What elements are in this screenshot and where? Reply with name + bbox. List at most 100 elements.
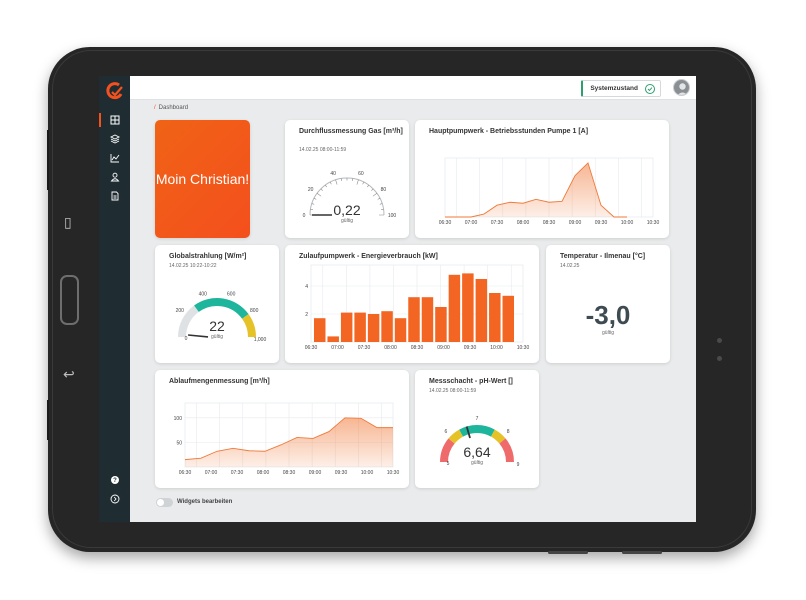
tablet-bottom-button [622,551,662,554]
nav-item-expand[interactable] [99,490,130,508]
global-radiation-card[interactable]: Globalstrahlung [W/m²] 14.02.25 10:22-10… [155,245,279,363]
gauge-tick-label: 8 [507,429,510,435]
energy-card[interactable]: Zulaufpumpwerk - Energieverbrauch [kW] 0… [285,245,539,363]
chart-y-tick-label: 2 [305,312,308,318]
screen: ? Systemzustand / Dashboard Moin Christia… [99,76,696,522]
ph-title: Messschacht - pH-Wert [] [429,378,513,385]
chart-x-tick-label: 08:00 [517,220,530,226]
energy-bar [367,314,380,342]
gauge-tick-label: 1,000 [254,337,267,343]
gauge-tick [372,193,378,197]
gauge-band [490,429,506,444]
tablet-side-button [47,400,49,440]
gauge-tick [316,193,322,197]
chart-area [445,162,627,217]
system-status-button[interactable]: Systemzustand [581,80,661,97]
global-radiation-title: Globalstrahlung [W/m²] [169,253,247,260]
nav-item-dashboard[interactable] [99,111,130,129]
gas-flow-card[interactable]: Durchflussmessung Gas [m³/h] 14.02.25 08… [285,120,409,238]
gauge-tick-label: 100 [388,213,397,219]
gauge-tick-label: 0 [185,336,188,342]
breadcrumb-dashboard[interactable]: Dashboard [158,105,189,111]
chart-x-tick-label: 07:00 [331,345,344,351]
recent-apps-icon[interactable]: ▯ [64,214,72,230]
energy-bar [462,273,474,342]
home-button[interactable] [60,275,79,325]
energy-bar [408,297,420,342]
chart-x-tick-label: 08:00 [257,470,270,476]
system-status-label: Systemzustand [590,85,638,92]
temperature-title: Temperatur - Ilmenau [°C] [560,253,646,260]
top-bar: Systemzustand [130,76,696,100]
edit-widgets-toggle[interactable] [156,498,173,507]
gas-flow-title: Durchflussmessung Gas [m³/h] [299,128,403,135]
global-radiation-time: 14.02.25 10:22-10:22 [169,263,217,269]
gauge-tick-label: 800 [250,308,259,314]
chart-x-tick-label: 10:30 [647,220,660,226]
pump-hours-chart: 06:30 07:00 07:30 08:00 08:30 09:00 09:30 10:00… [439,157,660,226]
gas-flow-gauge: 0 20 40 60 80 100 [303,171,397,219]
gauge-tick [311,203,315,205]
temperature-card[interactable]: Temperatur - Ilmenau [°C] 14.02.25 -3,0 … [546,245,670,363]
outflow-chart: 06:30 07:00 07:30 08:00 08:30 09:00 09:30 10:00… [174,402,399,476]
sidebar: ? [99,76,130,522]
energy-bar [502,295,514,342]
nav-item-layers[interactable] [99,130,130,148]
nav-item-help[interactable]: ? [99,471,130,489]
gauge-tick [371,188,374,191]
line-chart-icon [110,154,119,163]
nav-item-users[interactable] [99,168,130,186]
light-sensor [717,356,722,361]
energy-title: Zulaufpumpwerk - Energieverbrauch [kW] [299,253,438,260]
outflow-title: Ablaufmengenmessung [m³/h] [169,378,270,385]
chart-x-tick-label: 07:30 [358,345,371,351]
energy-bar [421,297,434,342]
gauge-tick-label: 7 [476,416,479,422]
pump-hours-card[interactable]: Hauptpumpwerk - Betriebsstunden Pumpe 1 … [415,120,669,238]
chart-series-line [184,417,393,461]
energy-bar [489,293,501,342]
svg-text:?: ? [113,478,117,484]
nav-item-documents[interactable] [99,187,130,205]
gauge-tick-label: 400 [199,291,208,297]
nav-item-charts[interactable] [99,149,130,167]
gauge-tick [362,181,365,185]
back-icon[interactable]: ↩ [63,366,75,382]
gauge-tick-label: 6 [444,429,447,435]
outflow-card[interactable]: Ablaufmengenmessung [m³/h] 06:30 07:00 07:… [155,370,409,488]
gauge-needle [465,426,471,439]
brand-logo-icon[interactable] [105,81,125,101]
gas-flow-time: 14.02.25 08:00-11:59 [299,147,347,153]
user-avatar[interactable] [673,79,690,96]
camera-sensor [717,338,722,343]
chart-x-tick-label: 09:00 [309,470,322,476]
gauge-needle [187,334,209,338]
gauge-tick [367,184,369,188]
gauge-tick-label: 200 [176,308,185,314]
gauge-tick [335,179,338,185]
chart-x-tick-label: 09:30 [595,220,608,226]
help-icon: ? [110,476,119,484]
global-radiation-gauge: 0 200 400 600 800 1,000 [176,291,267,343]
gauge-tick [325,184,327,188]
ph-valid: gültig [471,460,483,466]
ph-time: 14.02.25 08:00-11:59 [429,388,477,394]
chart-x-tick-label: 08:30 [543,220,556,226]
chart-y-tick-label: 50 [176,440,182,446]
chart-x-tick-label: 08:30 [283,470,296,476]
gauge-tick-label: 5 [447,461,450,467]
breadcrumb-separator: / [154,105,156,111]
gauge-tick [379,203,383,205]
gauge-band [194,298,249,319]
chart-x-tick-label: 07:30 [491,220,504,226]
chart-x-tick-label: 07:00 [205,470,218,476]
chart-x-tick-label: 06:30 [179,470,192,476]
gauge-tick-label: 40 [330,171,336,177]
energy-bar [354,312,366,342]
gauge-tick [356,179,359,185]
temperature-time: 14.02.25 [560,263,580,269]
ph-card[interactable]: Messschacht - pH-Wert [] 14.02.25 08:00-… [415,370,539,488]
gauge-band [241,314,256,338]
energy-bar [448,274,461,342]
